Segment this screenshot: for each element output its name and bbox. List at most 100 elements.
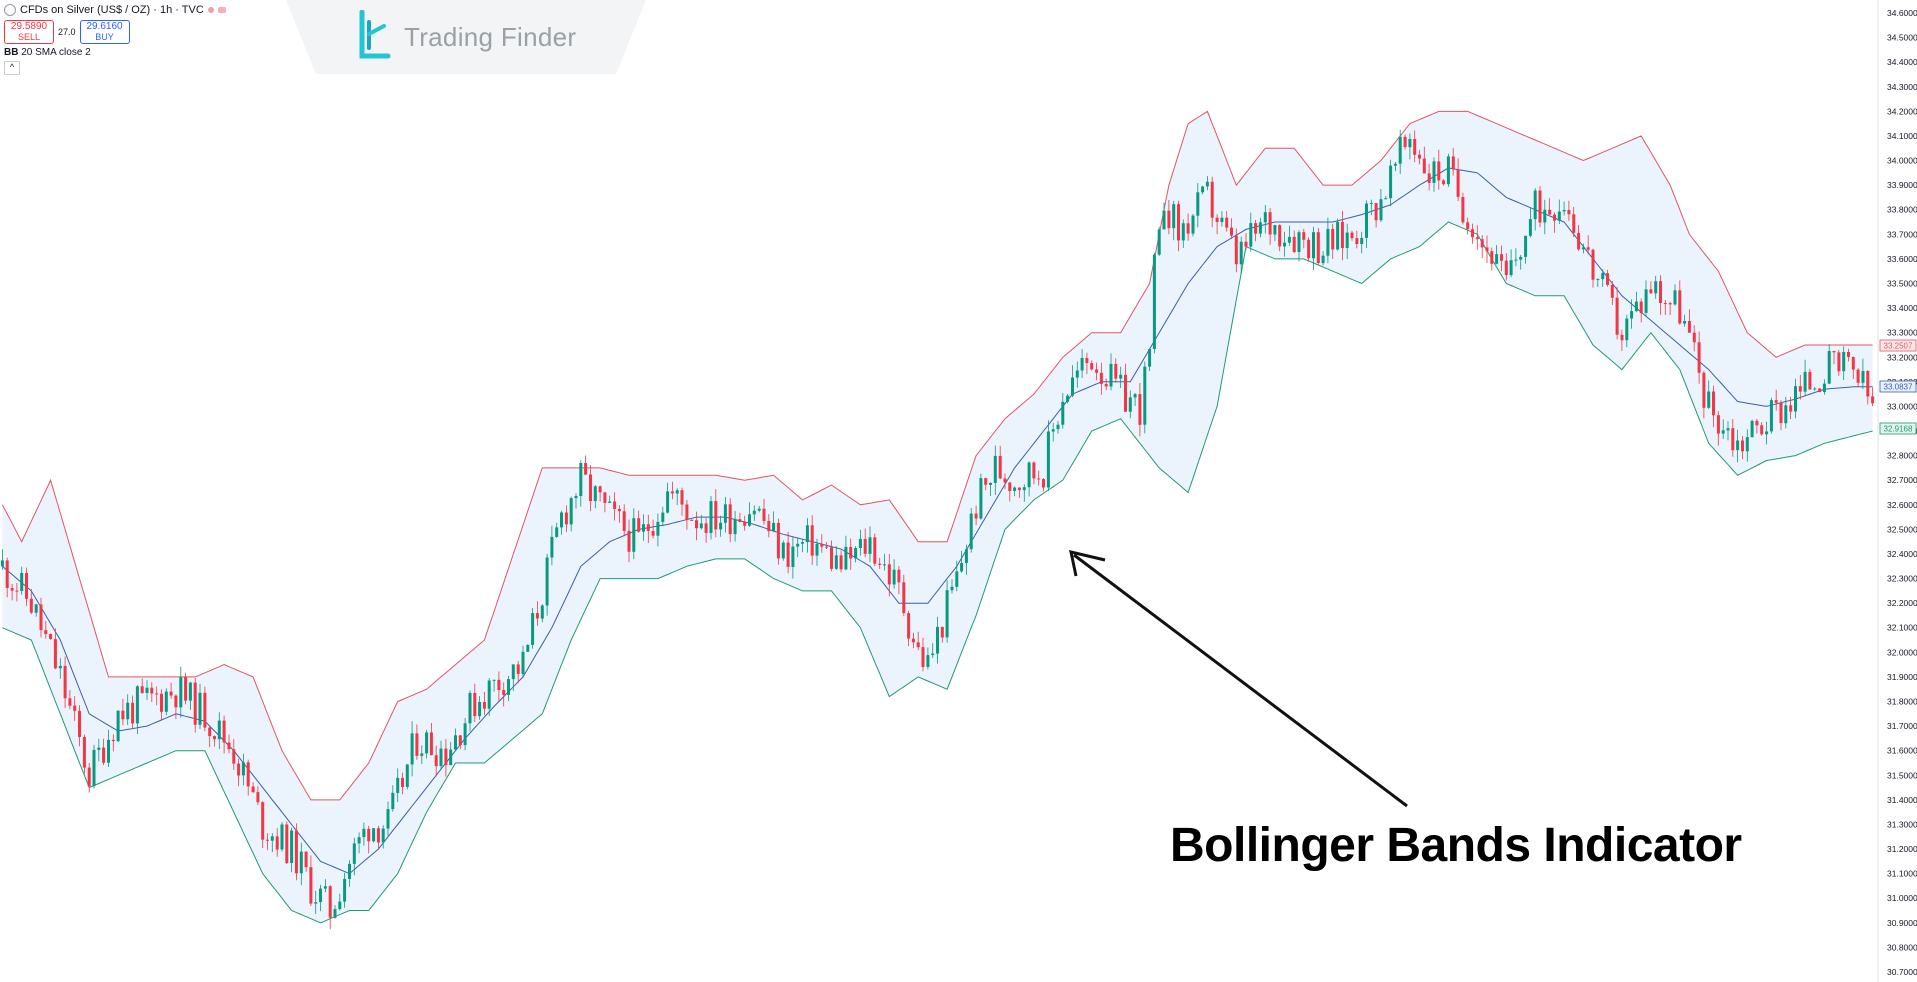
candle — [772, 511, 776, 533]
candle — [49, 633, 53, 640]
alert-icon[interactable] — [217, 7, 226, 13]
candle — [1066, 394, 1070, 404]
candle — [478, 696, 482, 720]
candle — [719, 515, 723, 537]
indicator-legend[interactable]: BB 20 SMA close 2 — [4, 47, 226, 58]
candle — [184, 672, 188, 705]
candle — [1490, 247, 1494, 271]
candle — [613, 492, 617, 521]
sell-button[interactable]: 29.5890 SELL — [4, 20, 54, 44]
candle — [1437, 149, 1441, 190]
candle — [386, 801, 390, 836]
candle — [473, 683, 477, 722]
candle — [1075, 361, 1079, 388]
candle — [222, 715, 226, 754]
candle — [974, 505, 978, 525]
candle — [1292, 230, 1296, 254]
candle — [998, 445, 1002, 480]
candle — [92, 744, 96, 789]
candle — [733, 511, 737, 542]
candle — [434, 745, 438, 777]
price-tick-label: 31.2000 — [1887, 844, 1917, 854]
candle — [97, 738, 101, 762]
candle — [1524, 235, 1528, 264]
candle — [1138, 383, 1142, 437]
candle — [1210, 176, 1214, 228]
candle — [757, 506, 761, 513]
candle — [155, 686, 159, 706]
candle — [111, 734, 115, 752]
candle — [1794, 378, 1797, 419]
candle — [1278, 224, 1282, 252]
candle — [1365, 200, 1368, 248]
candle — [87, 763, 91, 793]
candle — [82, 734, 86, 774]
candle — [319, 884, 322, 912]
candle — [1504, 253, 1508, 281]
collapse-legend-button[interactable]: ^ — [4, 61, 20, 75]
candle — [1360, 231, 1364, 254]
candle — [1446, 153, 1450, 187]
candle — [1755, 418, 1759, 434]
candle — [1321, 251, 1325, 266]
candle — [1369, 199, 1373, 216]
candle — [1008, 482, 1012, 502]
candle — [328, 885, 332, 930]
candle — [5, 557, 9, 598]
current-band-labels: 33.2507 33.0837 32.9168 — [1879, 339, 1917, 435]
price-tick-label: 32.7000 — [1887, 475, 1917, 485]
candle — [290, 827, 294, 873]
candle — [564, 505, 568, 533]
price-tick-label: 31.8000 — [1887, 697, 1917, 707]
candle — [1422, 146, 1426, 174]
candle — [1051, 422, 1055, 442]
candle — [1716, 411, 1720, 446]
candle — [174, 694, 178, 720]
candle — [1596, 278, 1600, 287]
candle — [1263, 205, 1267, 234]
candle — [1080, 349, 1084, 378]
indicator-abbr: BB — [4, 47, 19, 58]
candle — [415, 724, 419, 760]
candle — [695, 511, 698, 541]
candle — [1654, 275, 1658, 299]
candle — [531, 608, 535, 649]
candle — [723, 496, 727, 533]
candle — [545, 553, 549, 616]
price-tick-label: 33.5000 — [1887, 279, 1917, 289]
buy-button[interactable]: 29.6160 BUY — [79, 20, 130, 44]
price-tick-label: 33.2000 — [1887, 352, 1917, 362]
candle — [1408, 133, 1412, 160]
symbol-title[interactable]: CFDs on Silver (US$ / OZ) · 1h · TVC — [20, 4, 204, 16]
candle — [964, 544, 968, 575]
upper-band-line — [1, 110, 1873, 801]
candle — [1177, 200, 1180, 252]
price-tick-label: 33.4000 — [1887, 303, 1917, 313]
sell-label: SELL — [17, 32, 41, 42]
candle — [198, 683, 202, 729]
candle — [20, 566, 24, 595]
candle — [1692, 325, 1696, 352]
basis-line — [2, 167, 1873, 875]
candle — [714, 489, 718, 538]
candle — [661, 506, 665, 527]
candle — [323, 879, 327, 893]
candle — [410, 721, 414, 777]
candle — [1095, 362, 1099, 381]
candle — [1866, 370, 1870, 405]
bollinger-bands — [1, 110, 1873, 924]
candle — [786, 531, 790, 574]
candle — [776, 518, 780, 565]
candle — [969, 508, 973, 553]
candle — [1471, 223, 1474, 244]
candle — [1591, 248, 1595, 288]
candle — [1037, 470, 1041, 486]
candle — [589, 465, 592, 512]
candle — [1581, 243, 1585, 254]
candle — [1745, 429, 1749, 462]
candle — [873, 533, 877, 567]
candle — [666, 482, 670, 514]
candle — [1480, 235, 1484, 259]
candle — [1562, 201, 1566, 216]
